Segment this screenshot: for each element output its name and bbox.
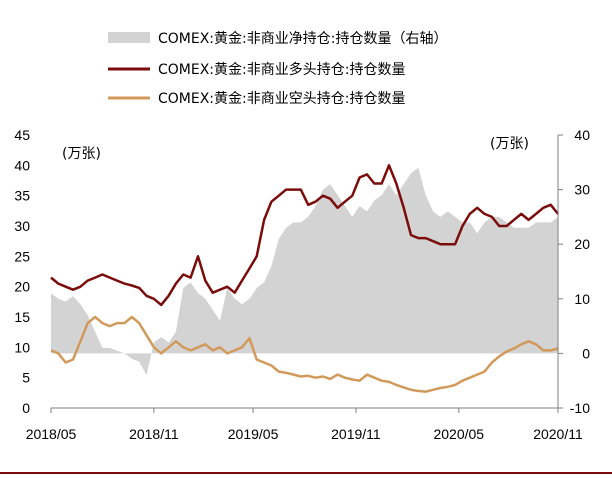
right-tick-label: 20 bbox=[574, 236, 590, 252]
legend-swatch-net bbox=[108, 32, 150, 43]
right-axis-ticks: -10 0 10 20 30 40 bbox=[558, 127, 590, 416]
left-tick-label: 25 bbox=[14, 248, 30, 264]
x-tick-label: 2018/05 bbox=[26, 426, 77, 442]
right-tick-label: -10 bbox=[570, 400, 590, 416]
legend-label-net: COMEX:黄金:非商业净持仓:持仓数量（右轴） bbox=[158, 30, 447, 47]
x-tick-label: 2018/11 bbox=[129, 426, 179, 442]
long-position-line bbox=[50, 164, 559, 307]
left-tick-label: 40 bbox=[14, 157, 30, 173]
left-axis-ticks: 0 5 10 15 20 25 30 35 40 45 bbox=[14, 127, 30, 416]
x-tick-label: 2019/11 bbox=[331, 426, 381, 442]
right-tick-label: 0 bbox=[582, 345, 590, 361]
left-tick-label: 5 bbox=[22, 370, 30, 386]
legend: COMEX:黄金:非商业净持仓:持仓数量（右轴） COMEX:黄金:非商业多头持… bbox=[108, 30, 447, 107]
x-tick-label: 2020/05 bbox=[433, 426, 484, 442]
right-tick-label: 40 bbox=[574, 127, 590, 143]
left-tick-label: 0 bbox=[22, 400, 30, 416]
left-tick-label: 35 bbox=[14, 188, 30, 204]
right-tick-label: 30 bbox=[574, 182, 590, 198]
net-position-area bbox=[51, 167, 558, 376]
left-tick-label: 15 bbox=[14, 309, 30, 325]
left-tick-label: 30 bbox=[14, 218, 30, 234]
left-tick-label: 10 bbox=[14, 339, 30, 355]
legend-label-short: COMEX:黄金:非商业空头持仓:持仓数量 bbox=[158, 90, 405, 107]
legend-label-long: COMEX:黄金:非商业多头持仓:持仓数量 bbox=[158, 61, 405, 78]
x-axis-ticks: 2018/05 2018/11 2019/05 2019/11 2020/05 2020/… bbox=[26, 408, 583, 442]
right-axis-unit: (万张) bbox=[490, 136, 529, 152]
x-tick-label: 2020/11 bbox=[533, 426, 583, 442]
left-tick-label: 20 bbox=[14, 279, 30, 295]
x-tick-label: 2019/05 bbox=[228, 426, 279, 442]
short-position-line bbox=[50, 315, 559, 393]
left-axis-unit: (万张) bbox=[62, 146, 101, 162]
right-tick-label: 10 bbox=[574, 291, 590, 307]
net-position-area-layer bbox=[51, 167, 558, 376]
position-lines-layer bbox=[50, 164, 559, 393]
left-tick-label: 45 bbox=[14, 127, 30, 143]
